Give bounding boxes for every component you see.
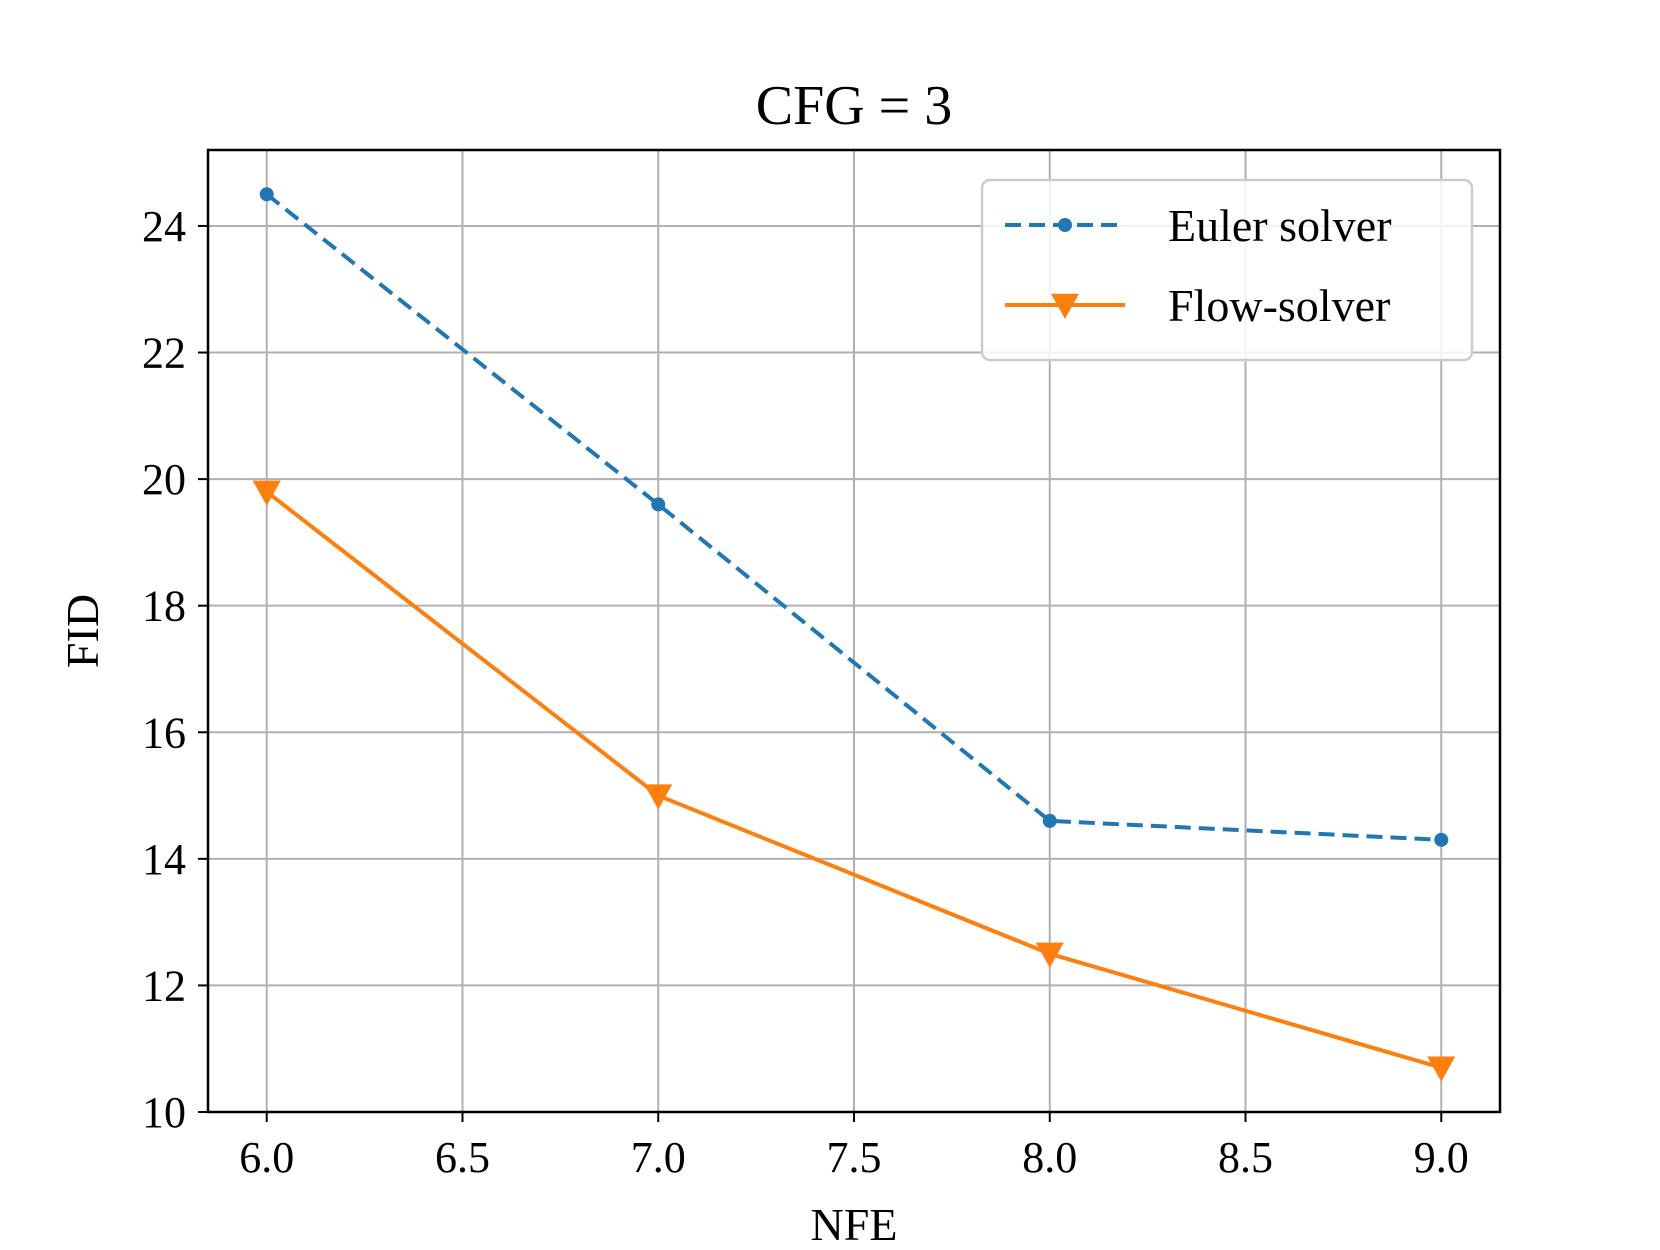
x-tick-label: 7.0 — [631, 1133, 686, 1182]
series-1 — [259, 187, 1449, 847]
data-point — [1035, 942, 1064, 968]
ticks: 6.0 6.5 7.0 7.5 8.0 8.5 9.0 10 12 14 16 18 20 22 24 — [142, 202, 1469, 1182]
y-tick-label: 12 — [142, 961, 186, 1010]
y-tick-label: 16 — [142, 708, 186, 757]
legend-marker — [1058, 218, 1072, 232]
data-point — [651, 497, 666, 512]
x-tick-label: 6.5 — [435, 1133, 490, 1182]
data-point — [644, 784, 673, 810]
legend-label: Flow-solver — [1168, 280, 1390, 331]
legend: Euler solver Flow-solver — [980, 178, 1474, 362]
series-line — [265, 490, 1442, 1070]
y-tick-label: 14 — [142, 835, 186, 884]
y-tick-label: 22 — [142, 329, 186, 378]
y-tick-label: 24 — [142, 202, 186, 251]
y-axis-label: FID — [57, 594, 108, 668]
data-point — [1434, 832, 1449, 847]
legend-marker — [1051, 293, 1079, 319]
legend-label: Euler solver — [1168, 200, 1392, 251]
series-line — [265, 192, 1442, 842]
x-axis-label: NFE — [811, 1199, 898, 1245]
data-point — [1042, 813, 1057, 828]
data-point — [1427, 1056, 1456, 1082]
y-tick-label: 10 — [142, 1088, 186, 1137]
x-tick-label: 9.0 — [1414, 1133, 1469, 1182]
y-tick-label: 20 — [142, 455, 186, 504]
legend-entry: Flow-solver — [1005, 280, 1390, 331]
series-2 — [252, 480, 1456, 1082]
chart-title: CFG = 3 — [756, 75, 953, 137]
x-tick-label: 8.5 — [1218, 1133, 1273, 1182]
legend-entry: Euler solver — [1005, 200, 1392, 251]
data-point — [252, 480, 281, 506]
y-tick-label: 18 — [142, 582, 186, 631]
x-tick-label: 8.0 — [1022, 1133, 1077, 1182]
x-tick-label: 6.0 — [239, 1133, 294, 1182]
series-layer — [252, 187, 1456, 1082]
x-tick-label: 7.5 — [827, 1133, 882, 1182]
data-point — [259, 187, 274, 202]
